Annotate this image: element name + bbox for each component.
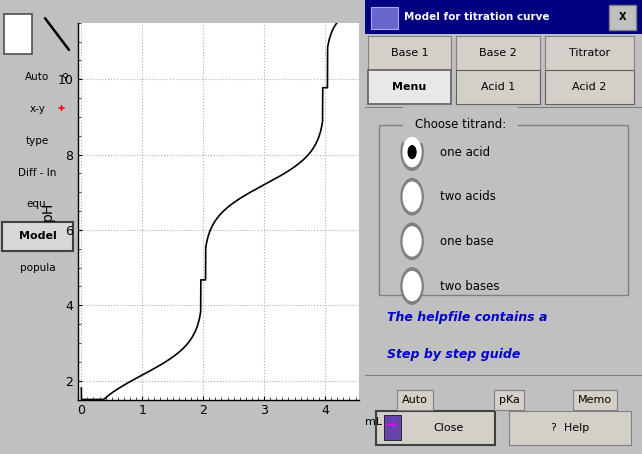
Text: Choose titrand:: Choose titrand:	[415, 118, 506, 131]
Text: Titrator: Titrator	[569, 48, 610, 59]
FancyBboxPatch shape	[545, 70, 634, 104]
FancyBboxPatch shape	[379, 125, 628, 295]
FancyBboxPatch shape	[4, 14, 32, 54]
Text: mL: mL	[365, 417, 382, 427]
Text: Model: Model	[19, 231, 56, 241]
Text: Acid 1: Acid 1	[481, 82, 515, 93]
FancyBboxPatch shape	[368, 70, 451, 104]
Circle shape	[403, 138, 421, 167]
Text: Diff - In: Diff - In	[19, 168, 56, 178]
Circle shape	[401, 268, 423, 304]
Text: Auto: Auto	[26, 72, 49, 82]
Text: one base: one base	[440, 235, 494, 248]
Text: two bases: two bases	[440, 280, 499, 292]
FancyBboxPatch shape	[609, 5, 636, 30]
Text: pKa: pKa	[499, 395, 519, 405]
Y-axis label: pH: pH	[40, 202, 55, 221]
FancyBboxPatch shape	[509, 411, 631, 445]
Circle shape	[401, 223, 423, 260]
Text: ✚: ✚	[57, 104, 64, 114]
Text: Base 1: Base 1	[390, 48, 428, 59]
Text: ⚲: ⚲	[62, 72, 69, 82]
FancyBboxPatch shape	[456, 36, 539, 70]
Text: x-y: x-y	[30, 104, 46, 114]
Text: two acids: two acids	[440, 190, 496, 203]
FancyBboxPatch shape	[456, 70, 539, 104]
Text: Step by step guide: Step by step guide	[387, 348, 521, 360]
FancyBboxPatch shape	[385, 415, 401, 440]
Circle shape	[403, 271, 421, 301]
Text: type: type	[26, 136, 49, 146]
Circle shape	[403, 182, 421, 211]
Circle shape	[408, 146, 416, 158]
Text: →: →	[385, 419, 396, 432]
Text: Close: Close	[433, 423, 464, 433]
Text: equ.: equ.	[26, 199, 49, 209]
Text: Auto: Auto	[402, 395, 428, 405]
FancyBboxPatch shape	[3, 222, 73, 251]
Text: Menu: Menu	[392, 82, 426, 93]
FancyBboxPatch shape	[368, 36, 451, 70]
Text: The helpfile contains a: The helpfile contains a	[387, 311, 548, 324]
Text: Acid 2: Acid 2	[572, 82, 607, 93]
FancyBboxPatch shape	[376, 411, 495, 445]
Text: ?  Help: ? Help	[551, 423, 589, 433]
FancyBboxPatch shape	[370, 7, 398, 29]
Text: X: X	[619, 12, 627, 22]
Circle shape	[401, 134, 423, 170]
Text: popula: popula	[20, 263, 55, 273]
Circle shape	[401, 178, 423, 215]
Text: Memo: Memo	[578, 395, 612, 405]
FancyBboxPatch shape	[365, 0, 642, 34]
Text: Base 2: Base 2	[479, 48, 517, 59]
Text: Model for titration curve: Model for titration curve	[404, 12, 550, 22]
Circle shape	[403, 227, 421, 256]
Text: one acid: one acid	[440, 146, 490, 158]
FancyBboxPatch shape	[545, 36, 634, 70]
